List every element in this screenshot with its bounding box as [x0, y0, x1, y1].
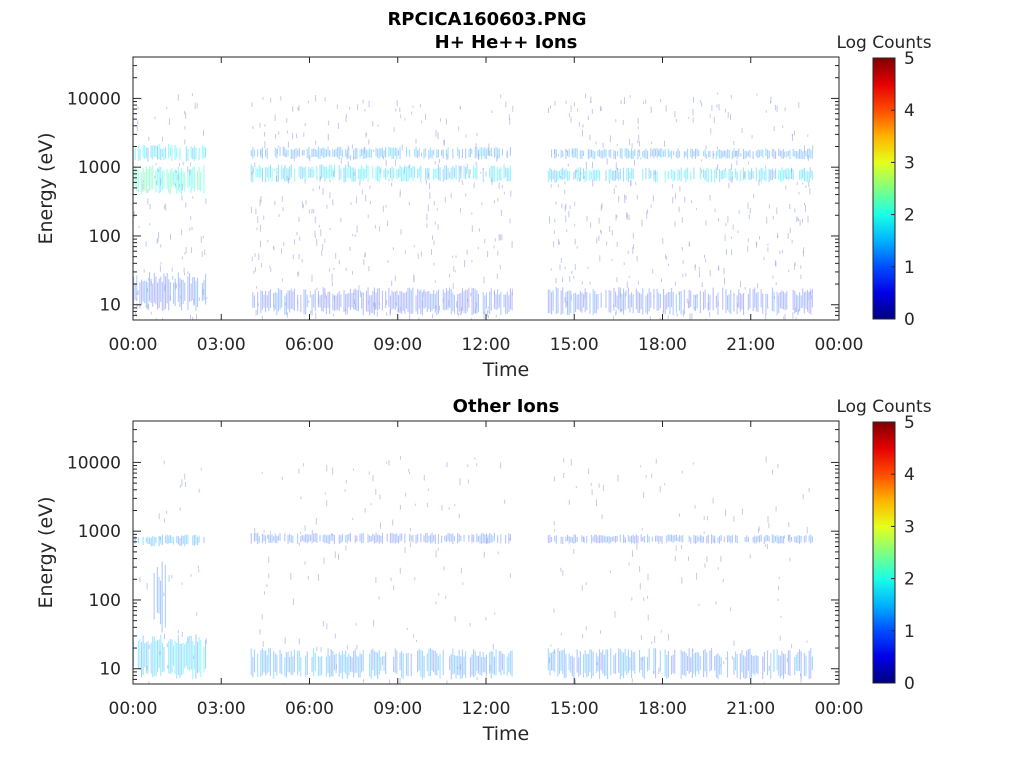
x-axis-label: Time	[482, 723, 530, 745]
colorbar-tick-label: 4	[904, 101, 915, 121]
spectrogram-band	[551, 148, 813, 160]
panel-title: Other Ions	[453, 396, 560, 417]
spectrogram-data	[133, 92, 814, 320]
colorbar-tick-label: 1	[904, 622, 915, 642]
spectrogram-band	[133, 634, 207, 679]
spectrogram-noise	[133, 92, 814, 320]
y-tick-label: 10	[99, 660, 121, 680]
spectrogram-band	[133, 272, 207, 311]
x-tick-label: 18:00	[638, 699, 687, 719]
colorbar-label: Log Counts	[836, 33, 931, 53]
colorbar-tick-label: 2	[904, 206, 915, 226]
x-axis-label: Time	[482, 359, 530, 381]
spectrogram-band	[250, 648, 513, 680]
y-tick-label: 100	[89, 591, 121, 611]
x-tick-label: 09:00	[373, 699, 422, 719]
y-tick-label: 1000	[78, 522, 121, 542]
y-tick-label: 1000	[78, 158, 121, 178]
x-tick-label: 15:00	[550, 335, 599, 355]
plot-frame	[132, 420, 840, 685]
panel-2: 00:00 03:00 06:00 09:00 12:00 15:00 18:00 21:00…	[35, 396, 932, 745]
spectrogram-data	[133, 456, 813, 684]
colorbar-label: Log Counts	[836, 397, 931, 417]
x-tick-label: 03:00	[197, 699, 246, 719]
spectrogram-band	[134, 143, 207, 162]
spectrogram-band	[250, 532, 511, 544]
spectrogram-band	[134, 534, 205, 547]
y-tick-label: 10000	[67, 89, 121, 109]
y-axis-label: Energy (eV)	[35, 496, 57, 608]
y-axis-label: Energy (eV)	[35, 132, 57, 244]
y-tick-label: 10	[99, 296, 121, 316]
spectrogram-noise	[134, 456, 810, 684]
x-tick-label: 00:00	[109, 699, 158, 719]
x-tick-label: 00:00	[109, 335, 158, 355]
spectrogram-band	[133, 165, 205, 195]
y-tick-label: 100	[89, 227, 121, 247]
x-tick-label: 15:00	[550, 699, 599, 719]
colorbar-tick-label: 0	[904, 310, 915, 330]
x-tick-label: 00:00	[815, 699, 864, 719]
spectrogram-band	[153, 561, 166, 633]
x-tick-label: 12:00	[462, 335, 511, 355]
colorbar-tick-label: 0	[904, 674, 915, 694]
x-tick-label: 06:00	[285, 699, 334, 719]
x-tick-label: 00:00	[815, 335, 864, 355]
y-tick-label: 10000	[67, 453, 121, 473]
panel-1: 00:00 03:00 06:00 09:00 12:00 15:00 18:00 21:00…	[35, 32, 932, 381]
colorbar-tick-label: 5	[904, 413, 915, 433]
x-tick-label: 09:00	[373, 335, 422, 355]
x-tick-label: 21:00	[726, 699, 775, 719]
colorbar	[872, 421, 896, 684]
spectrogram-band	[547, 648, 813, 680]
spectrogram-band	[250, 164, 511, 183]
x-tick-label: 03:00	[197, 335, 246, 355]
x-tick-label: 06:00	[285, 335, 334, 355]
spectrogram-band	[252, 287, 513, 316]
x-tick-label: 18:00	[638, 335, 687, 355]
spectrogram-band	[547, 534, 813, 544]
spectrogram-band	[547, 287, 813, 316]
colorbar-tick-label: 2	[904, 570, 915, 590]
x-tick-label: 21:00	[726, 335, 775, 355]
panel-title: H+ He++ Ions	[435, 32, 578, 53]
spectrogram-band	[547, 167, 813, 183]
colorbar-tick-label: 4	[904, 465, 915, 485]
colorbar-tick-label: 3	[904, 517, 915, 537]
colorbar-tick-label: 1	[904, 258, 915, 278]
plot-frame	[132, 56, 840, 321]
spectrogram-band	[250, 146, 511, 160]
x-tick-label: 12:00	[462, 699, 511, 719]
colorbar	[872, 57, 896, 320]
figure-title: RPCICA160603.PNG	[387, 9, 586, 30]
colorbar-tick-label: 3	[904, 153, 915, 173]
colorbar-tick-label: 5	[904, 49, 915, 69]
